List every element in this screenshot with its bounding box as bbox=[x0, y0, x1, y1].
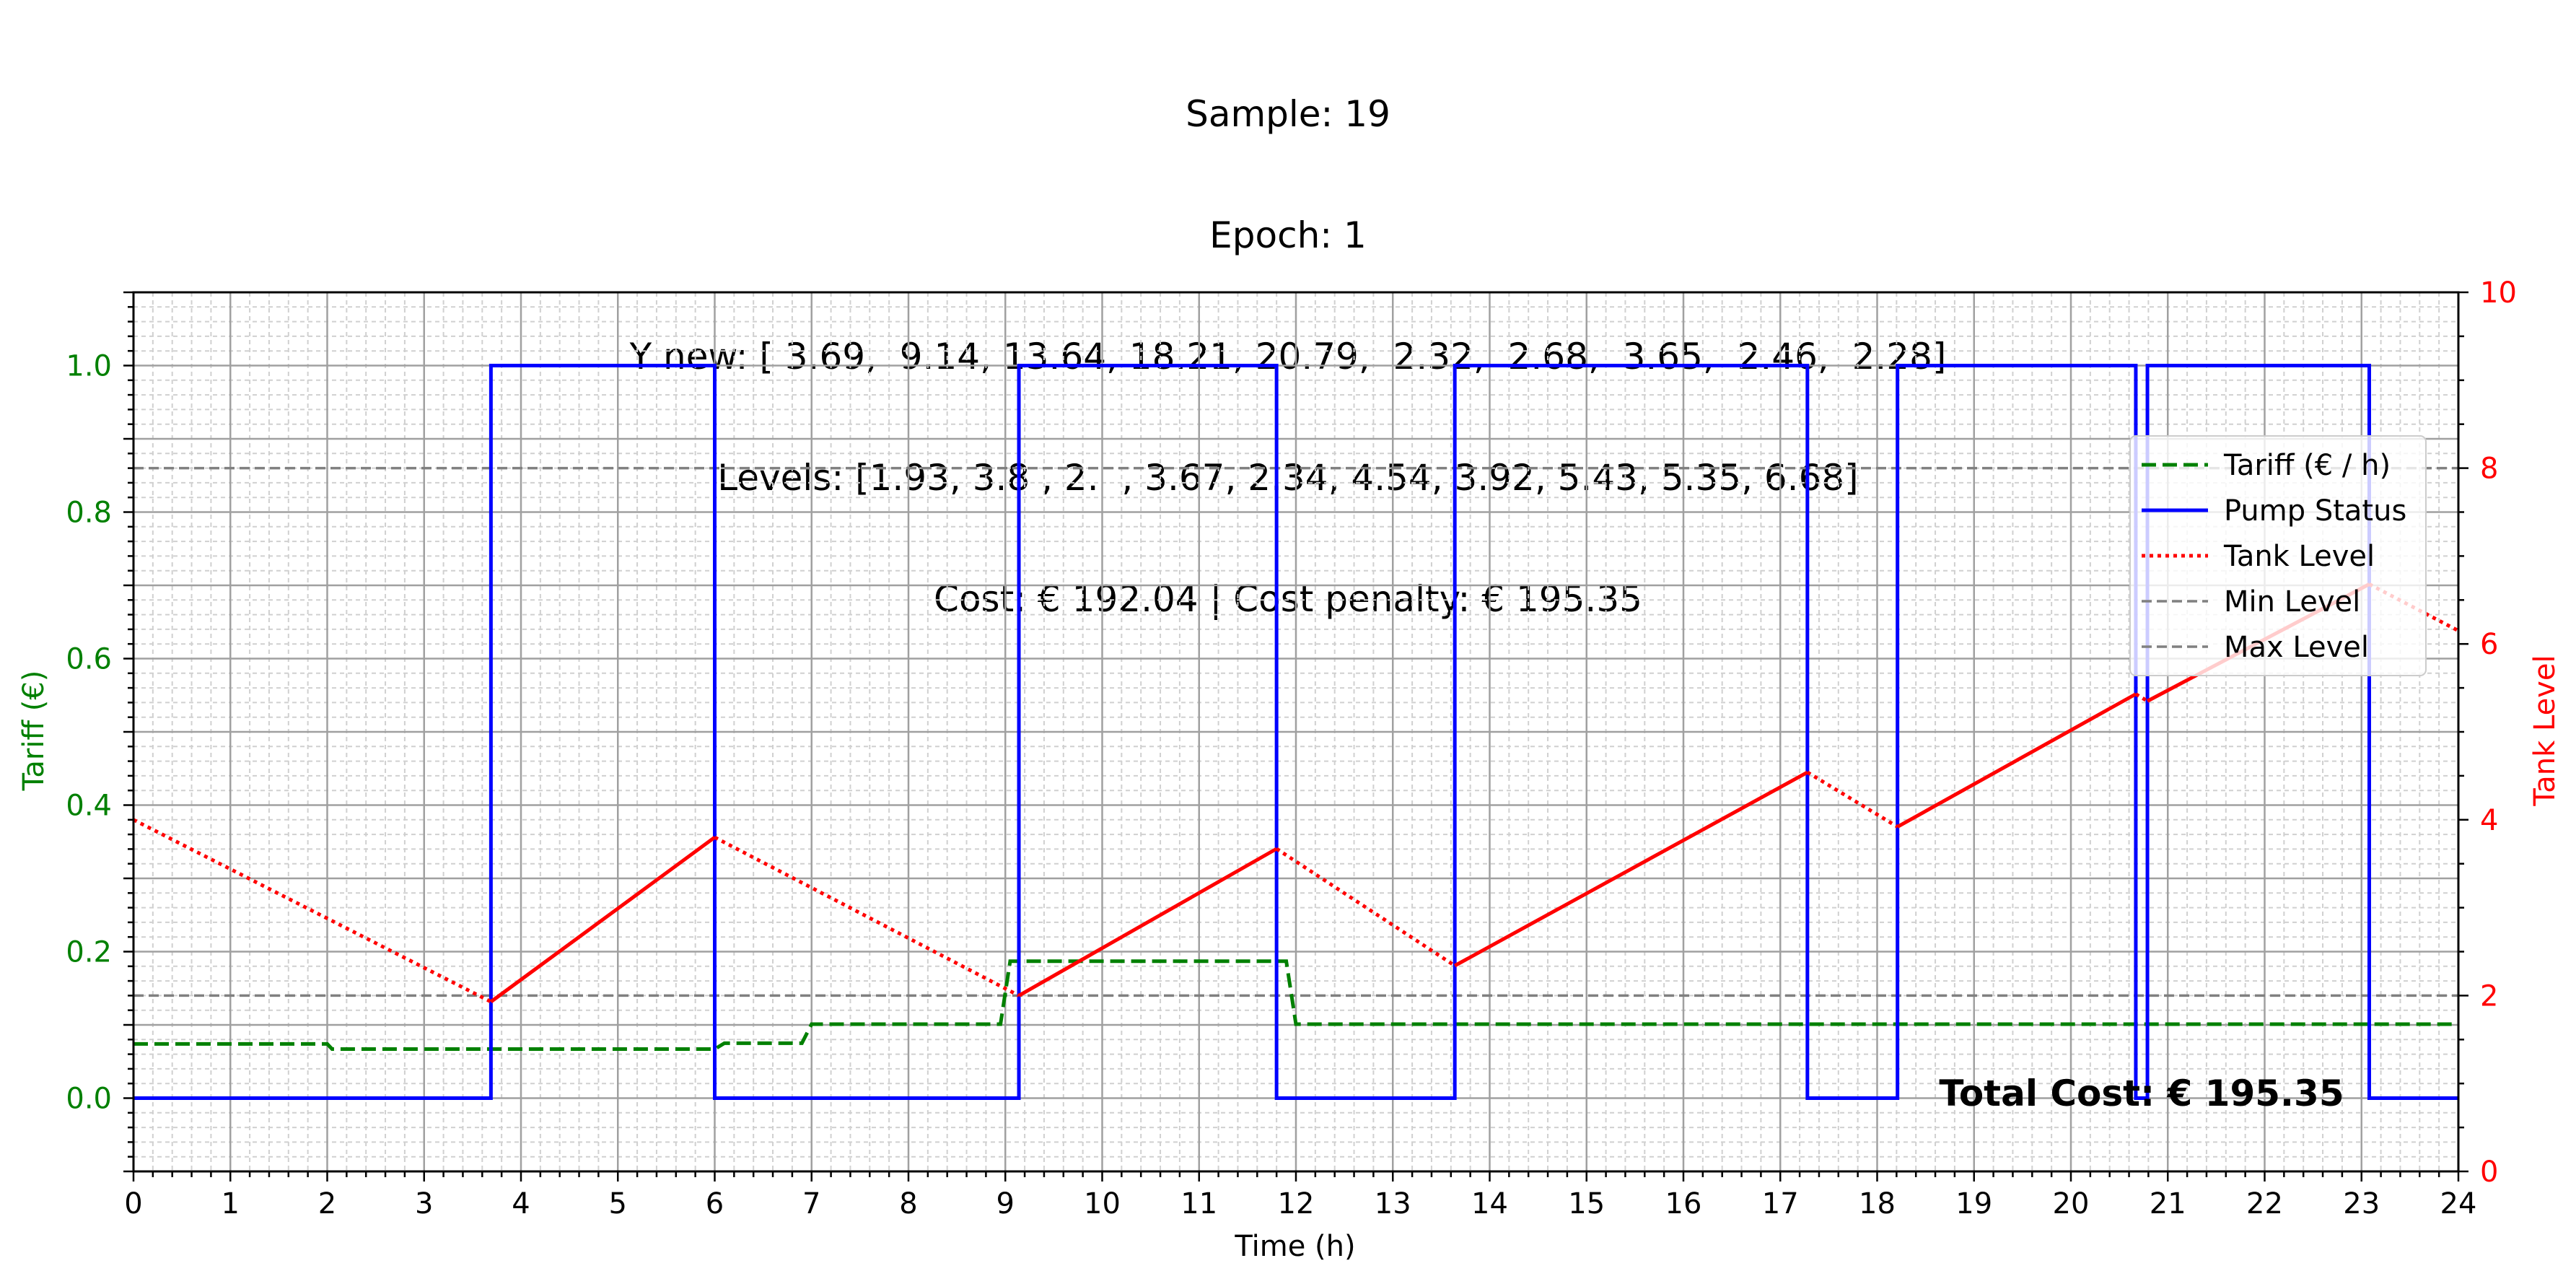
x-tick-label: 7 bbox=[802, 1187, 820, 1220]
y-right-tick-label: 6 bbox=[2480, 628, 2498, 661]
axes: 0 1 2 3 4 5 6 7 8 9 10 11 12 13 14 15 16 17 18 19 20 21 22 23 24… bbox=[66, 276, 2517, 1220]
y-left-tick-label: 0.4 bbox=[66, 790, 112, 823]
x-tick-label: 15 bbox=[1568, 1187, 1605, 1220]
y-right-tick-label: 8 bbox=[2480, 453, 2498, 486]
title-line-y-new: Y new: [ 3.69, 9.14, 13.64, 18.21, 20.79… bbox=[629, 336, 1947, 377]
x-tick-label: 12 bbox=[1278, 1187, 1315, 1220]
pump-status-line bbox=[133, 364, 2458, 1100]
x-tick-label: 17 bbox=[1762, 1187, 1799, 1220]
x-tick-label: 13 bbox=[1375, 1187, 1411, 1220]
x-tick-label: 20 bbox=[2053, 1187, 2090, 1220]
legend-label: Max Level bbox=[2224, 631, 2369, 664]
x-axis-label: Time (h) bbox=[1234, 1230, 1355, 1263]
x-tick-label: 24 bbox=[2440, 1187, 2477, 1220]
tariff-line bbox=[133, 959, 2458, 1051]
title-line-sample: Sample: 19 bbox=[1186, 93, 1390, 135]
x-tick-label: 10 bbox=[1084, 1187, 1121, 1220]
tank-level-segment bbox=[489, 836, 716, 1003]
x-tick-label: 8 bbox=[899, 1187, 917, 1220]
series-lines bbox=[132, 364, 2460, 1100]
x-tick-label: 22 bbox=[2246, 1187, 2283, 1220]
x-tick-label: 14 bbox=[1471, 1187, 1508, 1220]
tank-level-segment bbox=[1275, 847, 1456, 968]
y-right-tick-label: 2 bbox=[2480, 979, 2498, 1013]
level-limit-lines bbox=[133, 466, 2458, 997]
legend-label: Pump Status bbox=[2224, 494, 2406, 528]
y-axis-label-right: Tank Level bbox=[2528, 655, 2562, 806]
x-tick-label: 3 bbox=[415, 1187, 433, 1220]
y-left-tick-label: 0.2 bbox=[66, 936, 112, 969]
legend-label: Min Level bbox=[2224, 585, 2360, 619]
y-right-tick-label: 4 bbox=[2480, 804, 2498, 837]
legend: Tariff (€ / h) Pump Status Tank Level Min L… bbox=[2129, 435, 2427, 676]
title-line-epoch: Epoch: 1 bbox=[1209, 214, 1367, 256]
x-tick-label: 4 bbox=[512, 1187, 530, 1220]
y-left-tick-label: 0.6 bbox=[66, 643, 112, 676]
x-tick-label: 21 bbox=[2150, 1187, 2186, 1220]
y-left-tick-label: 1.0 bbox=[66, 350, 112, 383]
tank-level-segment bbox=[1896, 692, 2137, 829]
x-tick-label: 2 bbox=[318, 1187, 336, 1220]
legend-label: Tariff (€ / h) bbox=[2223, 449, 2391, 482]
total-cost-annotation: Total Cost: € 195.35 bbox=[1939, 1073, 2344, 1114]
tank-level-segment bbox=[2134, 692, 2149, 703]
tank-level-segment bbox=[1806, 770, 1898, 829]
legend-label: Tank Level bbox=[2223, 540, 2375, 573]
y-left-tick-label: 0.8 bbox=[66, 497, 112, 530]
y-left-tick-label: 0.0 bbox=[66, 1083, 112, 1116]
tank-level-segment bbox=[1017, 847, 1278, 997]
x-tick-label: 0 bbox=[124, 1187, 142, 1220]
legend-box bbox=[2129, 435, 2427, 676]
x-tick-label: 16 bbox=[1665, 1187, 1702, 1220]
tank-level-segment bbox=[132, 818, 492, 1004]
x-tick-label: 6 bbox=[706, 1187, 724, 1220]
x-tick-label: 11 bbox=[1180, 1187, 1217, 1220]
y-right-tick-label: 10 bbox=[2480, 276, 2517, 310]
x-tick-label: 23 bbox=[2343, 1187, 2380, 1220]
grid bbox=[132, 291, 2460, 1173]
x-tick-label: 19 bbox=[1955, 1187, 1992, 1220]
x-tick-label: 9 bbox=[996, 1187, 1015, 1220]
y-axis-label-left: Tariff (€) bbox=[17, 671, 51, 792]
x-tick-label: 18 bbox=[1859, 1187, 1896, 1220]
y-right-tick-label: 0 bbox=[2480, 1156, 2498, 1189]
tank-level-segment bbox=[714, 835, 1020, 997]
tank-level-segment bbox=[1453, 770, 1809, 968]
x-tick-label: 5 bbox=[609, 1187, 627, 1220]
x-tick-label: 1 bbox=[222, 1187, 240, 1220]
